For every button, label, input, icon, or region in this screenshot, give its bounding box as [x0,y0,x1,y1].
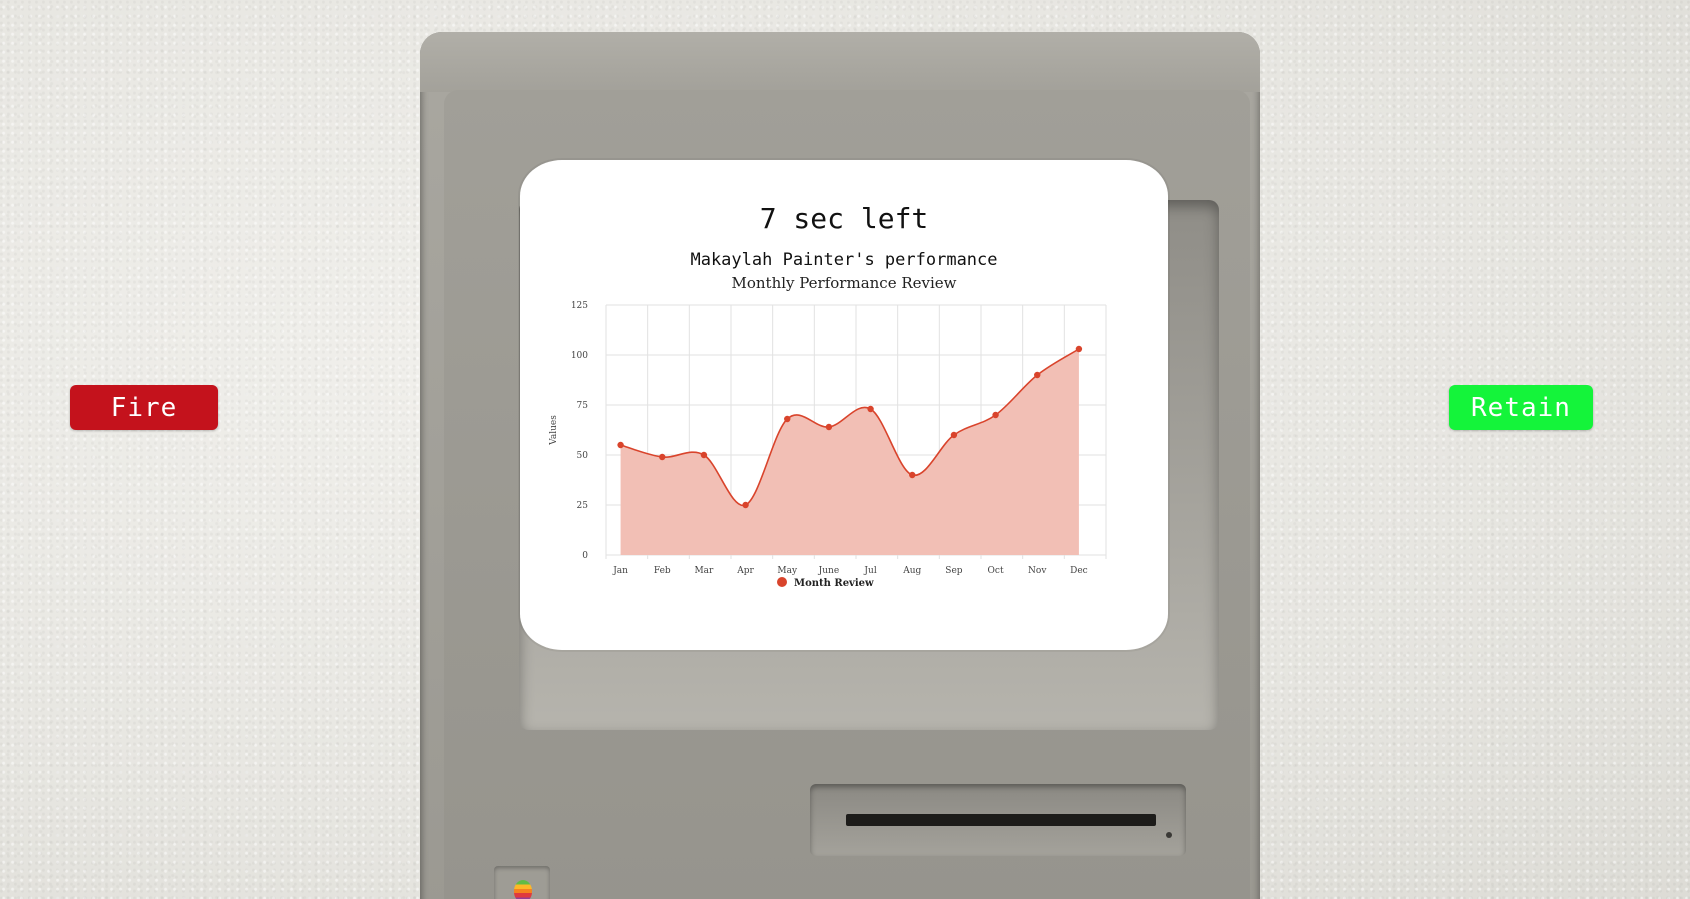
chart-title: Makaylah Painter's performance [690,250,998,270]
x-tick-label: Feb [654,566,671,576]
y-tick-label: 100 [571,351,588,361]
x-tick-label: Aug [902,566,921,576]
data-point [617,441,624,449]
data-point [1034,371,1041,379]
series-area [620,349,1079,555]
apple-logo-icon [514,880,532,899]
y-tick-label: 25 [577,501,589,511]
data-point [784,415,791,423]
chart-subtitle: Monthly Performance Review [731,274,957,292]
data-point [742,501,749,509]
legend-label: Month Review [794,578,874,589]
computer-screen: 7 sec left Makaylah Painter's performanc… [520,160,1168,650]
y-tick-label: 125 [571,301,588,311]
floppy-slot [810,784,1186,856]
legend-marker [777,577,787,587]
x-tick-label: Oct [988,566,1004,576]
retain-button[interactable]: Retain [1449,385,1593,430]
data-point [909,471,916,479]
data-point [992,411,999,419]
y-axis-label: Values [549,415,559,446]
x-tick-label: Dec [1070,566,1088,576]
performance-chart: 0 25 50 75 100 125 Values Jan Feb Mar Apr May June Ju… [549,301,1107,589]
data-point [825,423,833,431]
x-tick-label: Sep [945,566,962,576]
x-tick-label: June [818,566,840,576]
x-tick-label: Nov [1028,566,1047,576]
y-tick-label: 0 [582,551,588,561]
y-tick-label: 75 [577,401,589,411]
logo-plate [494,866,550,899]
computer-top [420,32,1260,92]
data-point [867,405,874,413]
data-point [700,451,708,459]
x-tick-label: Mar [694,566,714,576]
data-point [950,431,958,439]
x-tick-label: Jul [863,566,876,576]
fire-button[interactable]: Fire [70,385,218,430]
y-tick-label: 50 [577,451,589,461]
data-point [659,453,666,461]
countdown-timer: 7 sec left [759,202,929,235]
x-tick-label: Apr [736,566,754,576]
x-tick-label: Jan [612,566,628,576]
drive-light [1166,832,1172,838]
floppy-opening [846,814,1156,826]
data-point [1075,345,1083,353]
x-tick-label: May [777,566,798,576]
